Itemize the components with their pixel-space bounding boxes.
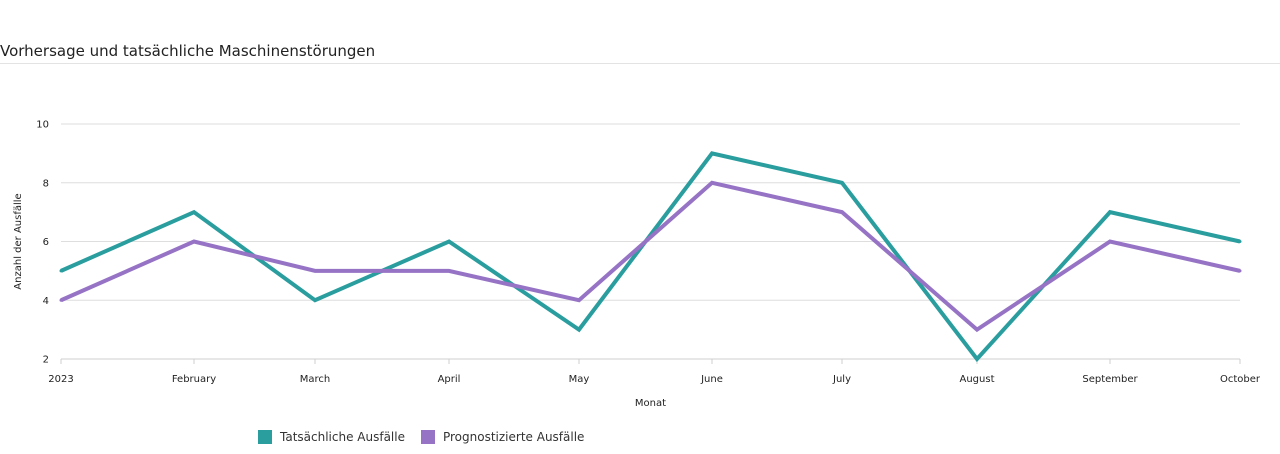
- y-tick-label: 2: [43, 355, 49, 366]
- chart-legend: Tatsächliche Ausfälle Prognostizierte Au…: [258, 430, 584, 444]
- y-tick-label: 6: [43, 237, 49, 248]
- data-point[interactable]: [840, 181, 844, 185]
- chart-header: Vorhersage und tatsächliche Maschinenstö…: [0, 0, 1280, 64]
- x-tick-label: October: [1220, 374, 1261, 385]
- chart-title: Vorhersage und tatsächliche Maschinenstö…: [0, 42, 376, 60]
- legend-label-actual: Tatsächliche Ausfälle: [280, 430, 405, 444]
- data-point[interactable]: [59, 298, 63, 302]
- data-point[interactable]: [975, 328, 979, 332]
- series-line-actual[interactable]: [60, 151, 1241, 363]
- x-tick-label: March: [300, 374, 330, 385]
- x-tick-label: May: [569, 374, 590, 385]
- data-point[interactable]: [840, 210, 844, 214]
- data-point[interactable]: [313, 269, 317, 273]
- data-point[interactable]: [1238, 269, 1242, 273]
- data-point[interactable]: [975, 357, 979, 361]
- data-point[interactable]: [447, 240, 451, 243]
- data-point[interactable]: [1108, 240, 1112, 243]
- data-point[interactable]: [192, 210, 196, 214]
- x-tick-label: June: [700, 374, 723, 385]
- y-axis-label: Anzahl der Ausfälle: [13, 193, 24, 289]
- legend-item-actual[interactable]: Tatsächliche Ausfälle: [258, 430, 405, 444]
- legend-swatch-actual: [258, 430, 272, 444]
- data-point[interactable]: [59, 269, 63, 273]
- data-point[interactable]: [710, 151, 714, 155]
- grid-lines: [61, 123, 1240, 360]
- series-lines: [59, 151, 1242, 363]
- y-tick-label: 8: [43, 178, 49, 189]
- data-point[interactable]: [1108, 210, 1112, 214]
- x-tick-label: September: [1082, 374, 1138, 385]
- y-tick-label: 10: [36, 120, 49, 131]
- data-point[interactable]: [577, 328, 581, 332]
- legend-swatch-forecast: [420, 430, 435, 444]
- y-tick-label: 4: [43, 296, 49, 307]
- x-tick-label: 2023: [48, 374, 73, 385]
- data-point[interactable]: [447, 269, 451, 273]
- x-axis-label: Monat: [635, 398, 666, 409]
- data-point[interactable]: [710, 181, 714, 185]
- x-tick-label: April: [438, 374, 461, 385]
- data-point[interactable]: [313, 298, 317, 302]
- x-tick-label: February: [172, 374, 216, 385]
- series-line-forecast[interactable]: [60, 180, 1241, 333]
- legend-label-forecast: Prognostizierte Ausfälle: [442, 430, 585, 444]
- x-tick-label: July: [832, 374, 851, 385]
- data-point[interactable]: [577, 298, 581, 302]
- x-tick-label: August: [960, 374, 995, 385]
- data-point[interactable]: [1238, 240, 1242, 243]
- data-point[interactable]: [192, 240, 196, 243]
- legend-item-forecast[interactable]: Prognostizierte Ausfälle: [420, 430, 585, 444]
- x-axis-ticks: 2023 February March April May June July August S…: [48, 359, 1261, 385]
- y-axis-ticks: 2 4 6 8 10: [36, 120, 49, 366]
